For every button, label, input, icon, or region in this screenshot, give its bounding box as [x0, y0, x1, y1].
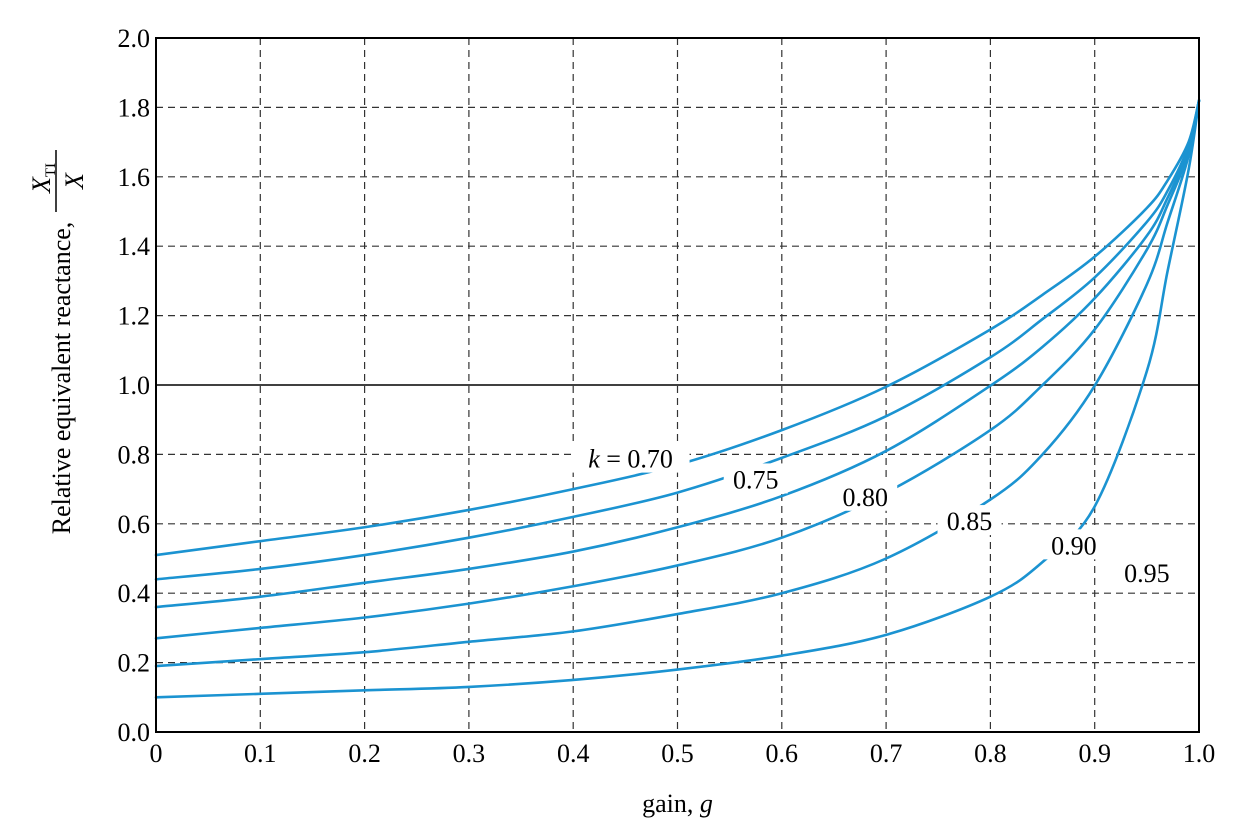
y-tick-label-4: 0.8 [118, 440, 151, 469]
x-tick-label-6: 0.6 [766, 739, 799, 768]
curve-label-bg-2 [833, 480, 898, 511]
y-tick-label-5: 1.0 [118, 371, 151, 400]
curve-label-0: k = 0.70 [588, 445, 673, 474]
y-tick-labels: 0.0 0.2 0.4 0.6 0.8 1.0 1.2 1.4 1.6 1.8 2.0 [118, 24, 151, 747]
x-tick-label-8: 0.8 [974, 739, 1007, 768]
y-tick-label-7: 1.4 [118, 232, 151, 261]
series-line-3 [154, 99, 1201, 640]
curve-label-value: = 0.70 [600, 445, 673, 474]
y-axis-label: Relative equivalent reactance, XTI X [27, 150, 89, 534]
y-axis-label-numerator-var: X [27, 176, 56, 194]
curve-label-bg-5 [1114, 557, 1179, 588]
curve-label-4: 0.90 [1051, 531, 1097, 560]
y-tick-label-10: 2.0 [118, 24, 151, 53]
x-axis-label: gain, g [642, 789, 713, 818]
y-axis-label-denominator: X [60, 172, 89, 190]
series-line-5 [154, 99, 1201, 699]
x-tick-label-4: 0.4 [557, 739, 590, 768]
curve-label-prefix: k [588, 445, 600, 474]
y-axis-label-numerator: XTI [27, 163, 59, 194]
curve-label-2: 0.80 [842, 483, 888, 512]
x-axis-label-variable: g [700, 789, 713, 818]
y-tick-label-9: 1.8 [118, 93, 151, 122]
series-line-4 [154, 99, 1201, 668]
y-tick-label-3: 0.6 [118, 510, 151, 539]
x-tick-label-5: 0.5 [661, 739, 694, 768]
series-line-0 [154, 99, 1201, 557]
x-tick-label-9: 0.9 [1078, 739, 1111, 768]
series-line-1 [154, 99, 1201, 581]
series-group [154, 99, 1201, 699]
curve-label-3: 0.85 [947, 507, 993, 536]
y-tick-label-0: 0.0 [118, 718, 151, 747]
x-tick-label-10: 1.0 [1183, 739, 1216, 768]
plot-frame [155, 37, 1200, 733]
x-tick-label-1: 0.1 [244, 739, 277, 768]
y-tick-label-8: 1.6 [118, 163, 151, 192]
curve-label-bg-0 [571, 442, 690, 473]
y-tick-label-6: 1.2 [118, 302, 151, 331]
y-tick-label-2: 0.4 [118, 579, 151, 608]
curve-labels: k = 0.70 0.75 0.80 0.85 0.90 0.95 [571, 442, 1179, 588]
y-tick-label-1: 0.2 [118, 649, 151, 678]
x-tick-label-0: 0 [150, 739, 163, 768]
series-line-2 [154, 99, 1201, 609]
curve-label-bg-4 [1041, 529, 1106, 560]
curve-label-5: 0.95 [1124, 559, 1170, 588]
grid [156, 38, 1199, 732]
x-axis-label-prefix: gain, [642, 789, 700, 818]
x-tick-label-7: 0.7 [870, 739, 903, 768]
x-tick-label-2: 0.2 [348, 739, 381, 768]
curve-label-1: 0.75 [733, 465, 779, 494]
y-axis-label-text: Relative equivalent reactance, [47, 222, 76, 535]
x-tick-labels: 0 0.1 0.2 0.3 0.4 0.5 0.6 0.7 0.8 0.9 1.0 [150, 739, 1216, 768]
y-axis-label-numerator-sub: TI [43, 163, 59, 177]
x-tick-label-3: 0.3 [453, 739, 486, 768]
curve-label-bg-3 [937, 505, 1002, 536]
curve-label-bg-1 [723, 463, 788, 494]
